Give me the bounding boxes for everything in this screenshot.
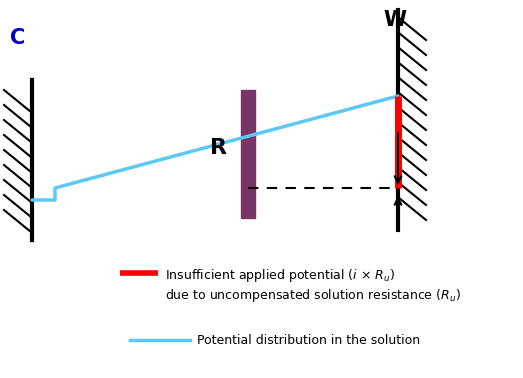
Text: W: W — [383, 10, 406, 30]
Bar — [241, 90, 255, 218]
Text: R: R — [210, 138, 226, 158]
Text: Insufficient applied potential ($i$ $\times$ $R_u$): Insufficient applied potential ($i$ $\ti… — [165, 267, 395, 284]
Text: due to uncompensated solution resistance ($R_u$): due to uncompensated solution resistance… — [165, 287, 461, 304]
Text: Potential distribution in the solution: Potential distribution in the solution — [197, 333, 420, 347]
Text: C: C — [10, 28, 26, 48]
